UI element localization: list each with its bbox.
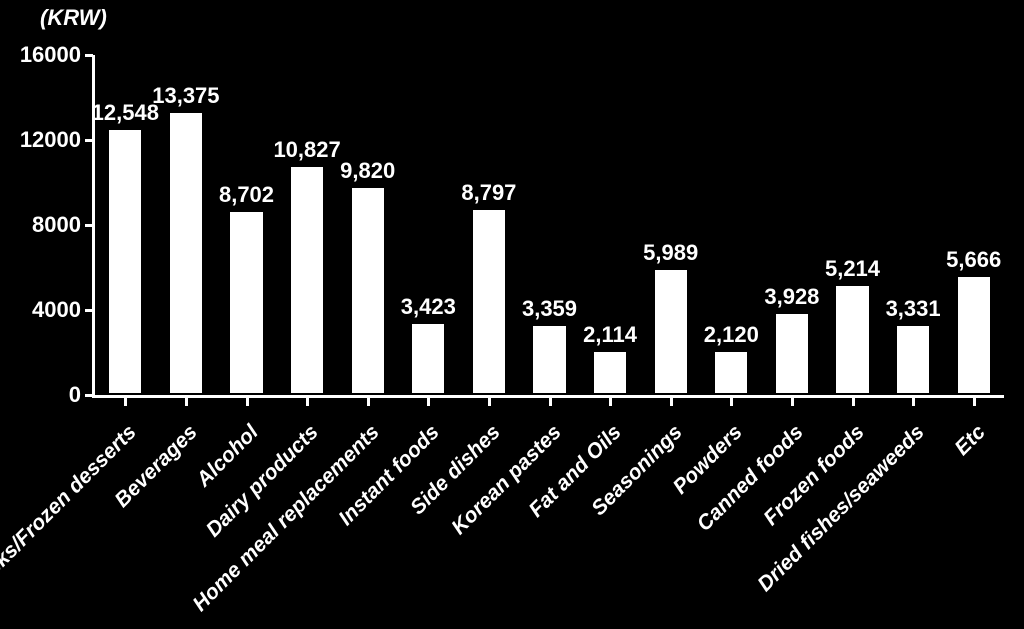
y-tick-mark bbox=[85, 394, 93, 397]
bar-value-label: 3,423 bbox=[383, 294, 473, 320]
y-tick-mark bbox=[85, 309, 93, 312]
y-tick-mark bbox=[85, 54, 93, 57]
bar bbox=[956, 275, 992, 395]
bar-value-label: 5,989 bbox=[626, 240, 716, 266]
bar bbox=[168, 111, 204, 395]
x-tick-mark bbox=[427, 398, 430, 406]
bar-chart: (KRW) 040008000120001600012,548Snacks/Fr… bbox=[0, 0, 1024, 629]
y-tick-label: 0 bbox=[69, 382, 81, 408]
bar bbox=[350, 186, 386, 395]
x-tick-mark bbox=[670, 398, 673, 406]
bar-value-label: 3,331 bbox=[868, 296, 958, 322]
bar bbox=[531, 324, 567, 395]
bar bbox=[592, 350, 628, 395]
x-tick-mark bbox=[791, 398, 794, 406]
x-tick-mark bbox=[609, 398, 612, 406]
bar-value-label: 5,214 bbox=[808, 256, 898, 282]
x-tick-mark bbox=[367, 398, 370, 406]
y-tick-label: 8000 bbox=[32, 212, 81, 238]
y-tick-label: 12000 bbox=[20, 127, 81, 153]
bar bbox=[653, 268, 689, 395]
bar bbox=[895, 324, 931, 395]
y-tick-mark bbox=[85, 224, 93, 227]
bar bbox=[774, 312, 810, 395]
bar-value-label: 2,120 bbox=[686, 322, 776, 348]
bar bbox=[289, 165, 325, 395]
bar bbox=[228, 210, 264, 395]
x-tick-mark bbox=[246, 398, 249, 406]
bar-value-label: 8,797 bbox=[444, 180, 534, 206]
y-axis-title: (KRW) bbox=[40, 5, 107, 31]
bar-value-label: 8,702 bbox=[202, 182, 292, 208]
x-tick-mark bbox=[730, 398, 733, 406]
bar-value-label: 13,375 bbox=[141, 83, 231, 109]
x-tick-mark bbox=[306, 398, 309, 406]
bar-value-label: 2,114 bbox=[565, 322, 655, 348]
bar bbox=[834, 284, 870, 395]
y-tick-mark bbox=[85, 139, 93, 142]
bar-value-label: 3,928 bbox=[747, 284, 837, 310]
x-tick-mark bbox=[124, 398, 127, 406]
bar bbox=[713, 350, 749, 395]
bar bbox=[107, 128, 143, 395]
y-tick-label: 4000 bbox=[32, 297, 81, 323]
x-tick-mark bbox=[488, 398, 491, 406]
bar-value-label: 5,666 bbox=[929, 247, 1019, 273]
x-tick-mark bbox=[852, 398, 855, 406]
x-tick-mark bbox=[185, 398, 188, 406]
bar-value-label: 3,359 bbox=[505, 296, 595, 322]
x-tick-mark bbox=[549, 398, 552, 406]
bar bbox=[410, 322, 446, 395]
bar-value-label: 9,820 bbox=[323, 158, 413, 184]
x-tick-mark bbox=[912, 398, 915, 406]
x-tick-mark bbox=[973, 398, 976, 406]
bar bbox=[471, 208, 507, 395]
y-tick-label: 16000 bbox=[20, 42, 81, 68]
